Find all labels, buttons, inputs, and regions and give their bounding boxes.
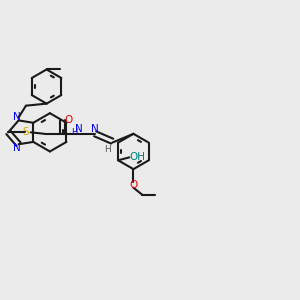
Text: H: H [71, 128, 77, 137]
Text: H: H [104, 145, 111, 154]
Text: N: N [13, 112, 21, 122]
Text: O: O [64, 115, 72, 125]
Text: S: S [22, 127, 29, 137]
Text: N: N [91, 124, 99, 134]
Text: O: O [129, 180, 138, 190]
Text: N: N [13, 143, 21, 153]
Text: OH: OH [130, 152, 146, 162]
Text: N: N [75, 124, 83, 134]
